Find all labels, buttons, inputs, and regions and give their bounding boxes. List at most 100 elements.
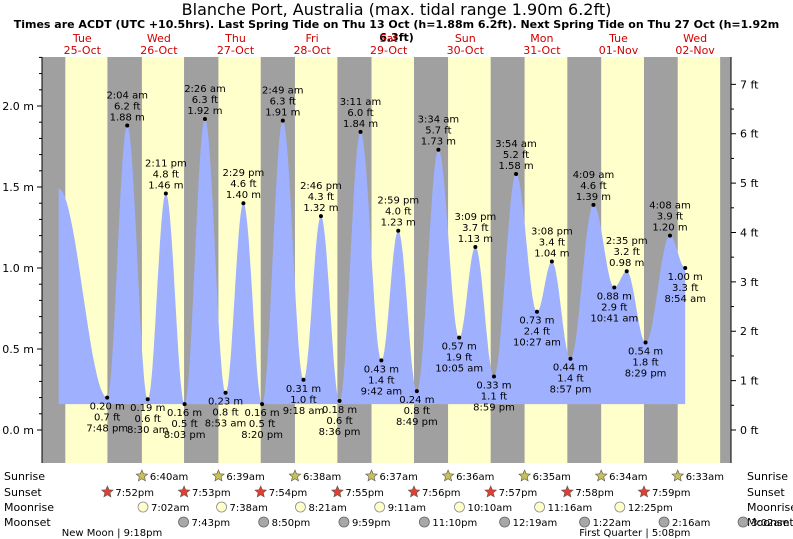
moonrise-icon <box>374 501 386 513</box>
sunrise-time: 6:38am <box>303 472 341 483</box>
tide-point <box>549 259 554 264</box>
tide-time-label: 9:18 am <box>283 406 325 417</box>
tide-m-label: 1.46 m <box>148 180 183 191</box>
day-date-label: 26-Oct <box>140 44 178 57</box>
tide-ft-label: 2.9 ft <box>601 302 627 313</box>
tide-m-label: 0.43 m <box>364 364 399 375</box>
tide-ft-label: 0.7 ft <box>94 413 120 424</box>
sunset-time: 7:56pm <box>422 488 461 499</box>
tide-point <box>667 233 672 238</box>
tide-m-label: 1.04 m <box>534 249 569 260</box>
sunset-time: 7:53pm <box>192 488 231 499</box>
tide-time-label: 4:09 am <box>573 170 615 181</box>
tide-point <box>473 244 478 249</box>
tide-m-label: 1.39 m <box>576 192 611 203</box>
moonrise-time: 11:16am <box>548 503 593 514</box>
moonrise-time: 7:38am <box>230 503 268 514</box>
tide-m-label: 0.20 m <box>90 402 125 413</box>
right-tick-label: 6 ft <box>740 128 759 141</box>
tide-time-label: 3:34 am <box>418 115 460 126</box>
right-tick-label: 3 ft <box>740 276 759 289</box>
day-date-label: 31-Oct <box>523 44 561 57</box>
day-name-label: Mon <box>530 32 553 45</box>
tide-labels-layer: 0.20 m0.7 ft7:48 pm 2:04 am6.2 ft1.88 m 0.… <box>86 84 706 441</box>
sunrise-icon <box>671 469 685 482</box>
day-name-label: Sat <box>380 32 399 45</box>
tide-m-label: 1.23 m <box>381 218 416 229</box>
right-tick-label: 4 ft <box>740 226 759 239</box>
tide-m-label: 0.54 m <box>628 347 663 358</box>
tide-m-label: 1.58 m <box>498 161 533 172</box>
tide-point <box>514 172 519 177</box>
tide-m-label: 0.24 m <box>399 395 434 406</box>
tide-point <box>491 374 496 379</box>
tide-time-label: 10:41 am <box>590 313 638 324</box>
tide-time-label: 3:54 am <box>495 139 537 150</box>
day-date-label: 28-Oct <box>293 44 331 57</box>
day-name-label: Fri <box>306 32 319 45</box>
moonset-icon <box>499 516 511 528</box>
tide-ft-label: 1.1 ft <box>481 392 507 403</box>
tide-point <box>260 402 265 407</box>
axes-layer: 0.0 m 0.5 m 1.0 m 1.5 m 2.0 m 0 ft 1 ft 2 ft 3 f… <box>2 56 759 463</box>
astro-row-label-left: Sunrise <box>4 470 45 483</box>
astro-row-label-left: Moonset <box>4 516 51 529</box>
sunrise-icon <box>211 469 225 482</box>
moonset-icon <box>737 516 749 528</box>
moonset-time: 9:59pm <box>352 518 391 529</box>
tide-point <box>683 266 688 270</box>
tide-m-label: 1.32 m <box>303 203 338 214</box>
moon-phase-label: New Moon | 9:18pm <box>62 528 162 539</box>
left-tick-label: 0.0 m <box>2 424 34 437</box>
tide-m-label: 1.73 m <box>421 137 456 148</box>
moonset-icon <box>579 516 590 528</box>
tide-time-label: 3:08 pm <box>531 227 573 238</box>
moonrise-icon <box>137 501 149 513</box>
sunset-time: 7:58pm <box>575 488 614 499</box>
tide-time-label: 2:11 pm <box>145 158 187 169</box>
astro-row-label-right: Sunset <box>747 486 785 499</box>
tide-m-label: 0.19 m <box>130 403 165 414</box>
sunset-icon <box>100 485 114 498</box>
tide-time-label: 8:30 am <box>127 425 169 436</box>
day-date-label: 01-Nov <box>599 44 639 57</box>
tide-time-label: 2:49 am <box>262 86 304 97</box>
tide-m-label: 0.18 m <box>322 405 357 416</box>
moonset-time: 8:50pm <box>272 518 311 529</box>
moonrise-icon <box>534 501 545 513</box>
tide-ft-label: 6.2 ft <box>114 101 140 112</box>
tide-m-label: 0.88 m <box>597 291 632 302</box>
tide-ft-label: 5.7 ft <box>425 126 451 137</box>
tide-point <box>379 358 384 363</box>
tide-ft-label: 3.2 ft <box>614 247 640 258</box>
tide-point <box>436 147 441 152</box>
moonrise-icon <box>295 501 306 513</box>
moonset-time: 7:43pm <box>192 518 231 529</box>
tide-time-label: 2:35 pm <box>606 236 648 247</box>
sunrise-time: 6:37am <box>380 472 418 483</box>
tide-point <box>568 356 573 361</box>
tide-time-label: 4:08 am <box>649 201 691 212</box>
moonset-icon <box>258 516 270 528</box>
left-tick-label: 2.0 m <box>2 100 34 113</box>
tide-ft-label: 0.6 ft <box>326 416 352 427</box>
moonset-time: 2:16am <box>672 518 710 529</box>
moonrise-time: 9:11am <box>388 503 426 514</box>
tide-m-label: 1.84 m <box>343 119 378 130</box>
tide-time-label: 7:48 pm <box>86 424 128 435</box>
moonset-icon <box>338 516 350 528</box>
tide-point <box>414 389 419 394</box>
tide-time-label: 2:29 pm <box>223 168 265 179</box>
moonrise-time: 7:02am <box>151 503 189 514</box>
tide-point <box>182 402 187 407</box>
tide-time-label: 8:59 pm <box>473 403 515 414</box>
tide-m-label: 1.92 m <box>187 106 222 117</box>
sunset-time: 7:52pm <box>115 488 154 499</box>
left-tick-label: 1.0 m <box>2 262 34 275</box>
tide-time-label: 8:20 pm <box>241 430 283 441</box>
moonset-time: 12:19am <box>513 518 558 529</box>
tide-time-label: 10:05 am <box>435 364 483 375</box>
right-tick-label: 5 ft <box>740 177 759 190</box>
sunrise-time: 6:33am <box>686 472 724 483</box>
